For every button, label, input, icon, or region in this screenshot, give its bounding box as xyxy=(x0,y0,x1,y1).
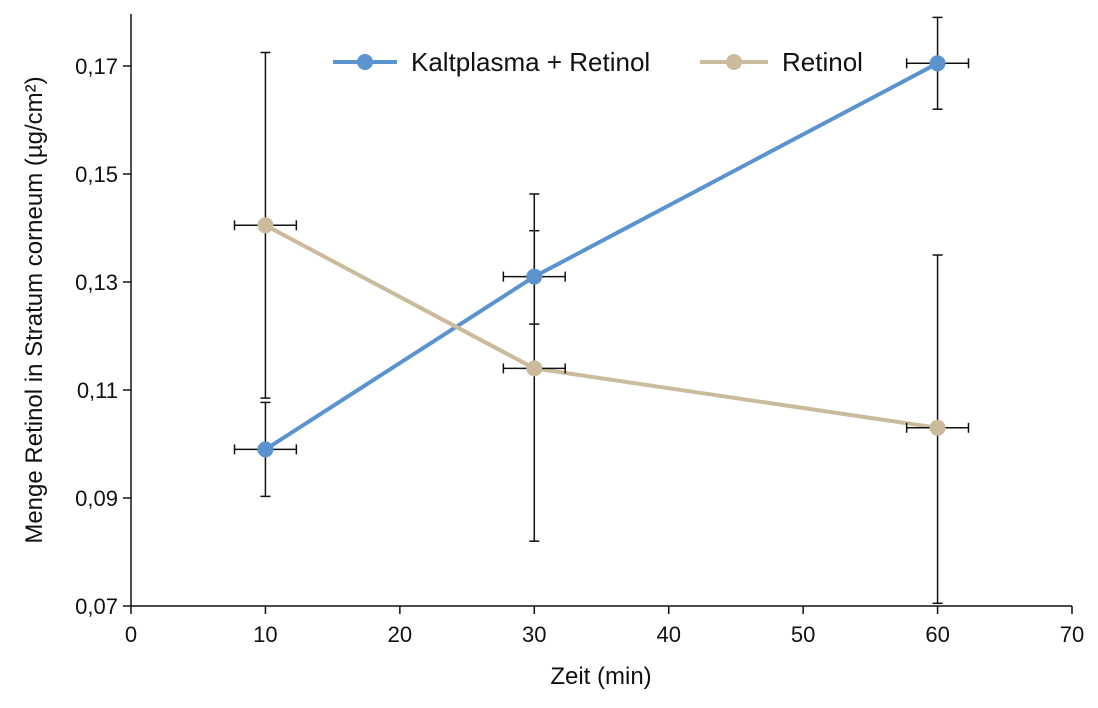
y-ticks: 0,07 0,09 0,11 0,13 0,15 0,17 xyxy=(75,54,131,619)
y-tick-label: 0,11 xyxy=(77,378,118,403)
legend-swatch-marker xyxy=(357,54,373,70)
x-tick-label: 20 xyxy=(388,622,412,647)
axes xyxy=(130,14,1072,607)
y-tick-label: 0,09 xyxy=(75,486,118,511)
x-ticks: 0 10 20 30 40 50 60 70 xyxy=(125,606,1084,647)
errorbar-layer xyxy=(233,16,970,605)
x-tick-label: 30 xyxy=(522,622,546,647)
series-line-1 xyxy=(264,61,939,452)
y-tick-label: 0,15 xyxy=(75,162,118,187)
x-tick-label: 60 xyxy=(925,622,949,647)
legend-label: Kaltplasma + Retinol xyxy=(411,47,650,77)
legend: Kaltplasma + Retinol Retinol xyxy=(333,47,863,77)
data-point xyxy=(257,441,274,458)
x-tick-label: 50 xyxy=(791,622,815,647)
data-point xyxy=(929,55,946,72)
data-point xyxy=(526,268,543,285)
legend-label: Retinol xyxy=(782,47,863,77)
y-tick-label: 0,17 xyxy=(75,54,118,79)
x-tick-label: 0 xyxy=(125,622,137,647)
data-point xyxy=(526,360,543,377)
series-line-2 xyxy=(264,223,938,430)
y-tick-label: 0,07 xyxy=(75,594,118,619)
data-point xyxy=(929,419,946,436)
x-tick-label: 10 xyxy=(253,622,277,647)
legend-swatch-marker xyxy=(726,54,742,70)
y-tick-label: 0,13 xyxy=(75,270,118,295)
x-tick-label: 40 xyxy=(656,622,680,647)
series-layer xyxy=(264,61,939,452)
x-tick-label: 70 xyxy=(1060,622,1084,647)
y-axis-title: Menge Retinol in Stratum corneum (µg/cm²… xyxy=(21,76,48,543)
data-point xyxy=(257,217,274,234)
x-axis-title: Zeit (min) xyxy=(550,663,651,690)
